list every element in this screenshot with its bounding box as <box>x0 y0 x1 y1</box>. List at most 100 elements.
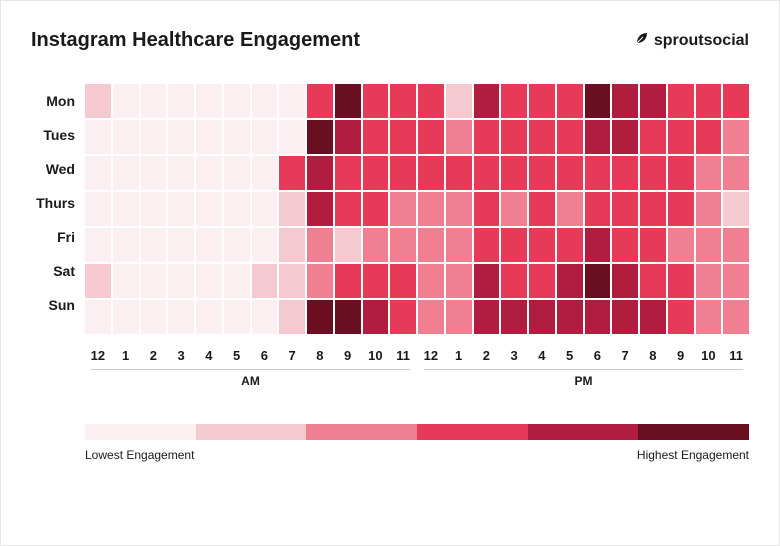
heatmap-grid <box>85 84 749 334</box>
heatmap-cell <box>474 84 500 118</box>
heatmap-cell <box>168 264 194 298</box>
day-label: Sat <box>31 254 77 288</box>
heatmap-cell <box>168 192 194 226</box>
heatmap-cell <box>168 156 194 190</box>
heatmap-cell <box>501 84 527 118</box>
heatmap-cell <box>723 192 749 226</box>
heatmap-cell <box>723 228 749 262</box>
hour-label: 7 <box>279 348 305 363</box>
heatmap-cell <box>141 120 167 154</box>
heatmap-cell <box>474 264 500 298</box>
heatmap-cell <box>224 264 250 298</box>
heatmap-cell <box>224 156 250 190</box>
hour-label: 10 <box>696 348 722 363</box>
hour-label: 4 <box>196 348 222 363</box>
legend-segment <box>196 424 307 440</box>
hour-label: 11 <box>390 348 416 363</box>
heatmap-cell <box>335 228 361 262</box>
heatmap-cell <box>196 228 222 262</box>
heatmap-cell <box>307 264 333 298</box>
heatmap-cell <box>252 192 278 226</box>
heatmap-cell <box>585 300 611 334</box>
heatmap-cell <box>418 84 444 118</box>
heatmap-cell <box>113 300 139 334</box>
heatmap-cell <box>224 300 250 334</box>
heatmap-cell <box>557 228 583 262</box>
day-label: Sun <box>31 288 77 322</box>
heatmap-cell <box>279 192 305 226</box>
heatmap-cell <box>696 120 722 154</box>
heatmap-cell <box>252 264 278 298</box>
heatmap-cell <box>585 156 611 190</box>
heatmap-cell <box>529 300 555 334</box>
chart-title: Instagram Healthcare Engagement <box>31 29 360 52</box>
heatmap-cell <box>696 84 722 118</box>
heatmap-cell <box>529 192 555 226</box>
legend-segment <box>417 424 528 440</box>
heatmap-cell <box>196 156 222 190</box>
hour-label: 8 <box>640 348 666 363</box>
heatmap-cell <box>640 84 666 118</box>
heatmap-cell <box>196 192 222 226</box>
heatmap-cell <box>85 228 111 262</box>
heatmap-cell <box>557 192 583 226</box>
heatmap-cell <box>279 300 305 334</box>
heatmap-cell <box>335 156 361 190</box>
hour-label: 2 <box>474 348 500 363</box>
heatmap-cell <box>557 156 583 190</box>
heatmap-cell <box>418 264 444 298</box>
heatmap-cell <box>418 228 444 262</box>
heatmap-cell <box>224 84 250 118</box>
heatmap-cell <box>279 84 305 118</box>
heatmap-cell <box>224 228 250 262</box>
heatmap-cell <box>723 300 749 334</box>
hour-label: 7 <box>612 348 638 363</box>
heatmap-cell <box>501 120 527 154</box>
heatmap-cell <box>113 156 139 190</box>
heatmap-cell <box>640 156 666 190</box>
heatmap-cell <box>85 264 111 298</box>
legend-low-label: Lowest Engagement <box>85 448 194 462</box>
heatmap-cell <box>363 264 389 298</box>
heatmap-cell <box>501 300 527 334</box>
heatmap-cell <box>307 120 333 154</box>
hour-label: 5 <box>224 348 250 363</box>
heatmap-cell <box>113 228 139 262</box>
heatmap-cell <box>668 264 694 298</box>
hour-label: 3 <box>501 348 527 363</box>
period-label-am: AM <box>85 374 416 388</box>
heatmap-cell <box>418 120 444 154</box>
period-pm: PM <box>418 369 749 388</box>
heatmap-cell <box>390 264 416 298</box>
heatmap-cell <box>390 156 416 190</box>
heatmap-cell <box>446 84 472 118</box>
hour-label: 8 <box>307 348 333 363</box>
heatmap-cell <box>307 84 333 118</box>
period-line-pm <box>424 369 743 370</box>
heatmap-cell <box>279 120 305 154</box>
hour-label: 6 <box>585 348 611 363</box>
heatmap-cell <box>501 264 527 298</box>
heatmap-cell <box>168 228 194 262</box>
hour-label: 9 <box>668 348 694 363</box>
legend-segment <box>306 424 417 440</box>
chart-header: Instagram Healthcare Engagement sproutso… <box>31 29 749 52</box>
heatmap-cell <box>363 84 389 118</box>
heatmap-cell <box>168 300 194 334</box>
heatmap-cell <box>307 228 333 262</box>
heatmap-cell <box>585 264 611 298</box>
heatmap-cell <box>529 156 555 190</box>
heatmap-cell <box>640 264 666 298</box>
heatmap-cell <box>557 84 583 118</box>
heatmap-cell <box>390 300 416 334</box>
heatmap-cell <box>668 156 694 190</box>
heatmap-cell <box>196 264 222 298</box>
heatmap-cell <box>474 156 500 190</box>
heatmap-cell <box>696 264 722 298</box>
heatmap-cell <box>390 120 416 154</box>
heatmap-cell <box>529 264 555 298</box>
heatmap-cell <box>501 156 527 190</box>
legend-segment <box>85 424 196 440</box>
heatmap-cell <box>363 228 389 262</box>
heatmap-cell <box>668 120 694 154</box>
